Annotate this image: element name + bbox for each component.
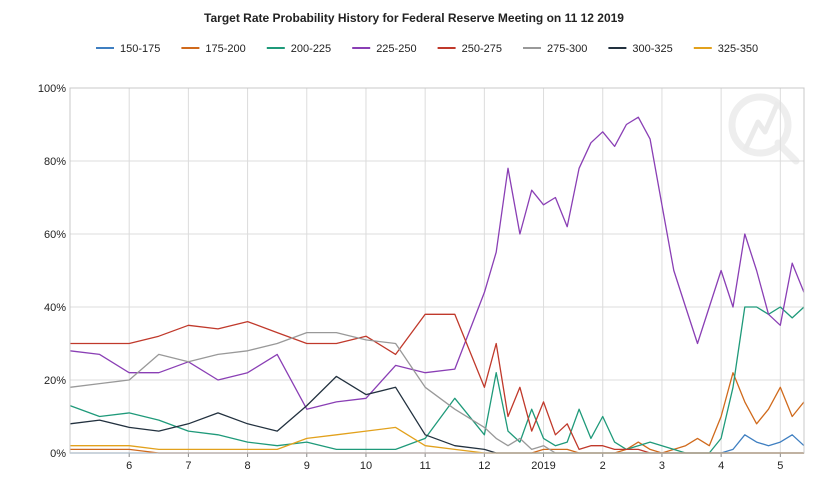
- y-tick-label: 0%: [50, 448, 66, 460]
- legend-label: 175-200: [205, 43, 245, 55]
- x-tick-label: 2019: [531, 460, 555, 472]
- series-line-225-250: [69, 116, 805, 410]
- legend-item[interactable]: 325-350: [693, 43, 758, 55]
- y-tick-label: 20%: [44, 375, 66, 387]
- legend-item[interactable]: 275-300: [523, 43, 587, 55]
- legend-label: 225-250: [376, 43, 416, 55]
- x-tick-label: 4: [718, 460, 724, 472]
- legend-label: 300-325: [632, 43, 672, 55]
- x-tick-label: 3: [659, 460, 665, 472]
- legend-label: 275-300: [547, 43, 587, 55]
- watermark-logo: [728, 93, 800, 165]
- x-tick-label: 5: [777, 460, 783, 472]
- legend-item[interactable]: 150-175: [96, 43, 160, 55]
- x-tick-label: 12: [478, 460, 490, 472]
- x-tick-label: 6: [126, 460, 132, 472]
- legend-item[interactable]: 225-250: [352, 43, 417, 55]
- legend-item[interactable]: 300-325: [608, 43, 673, 55]
- y-tick-label: 60%: [44, 229, 66, 241]
- x-tick-label: 2: [600, 460, 606, 472]
- legend-label: 150-175: [120, 43, 160, 55]
- plot-frame: [69, 87, 805, 454]
- y-tick-label: 100%: [38, 83, 66, 95]
- x-tick-label: 7: [185, 460, 191, 472]
- x-axis: 6 7 8 9 10 11 12 2019 2 3 4 5: [126, 453, 783, 472]
- legend-label: 325-350: [718, 43, 758, 55]
- series-line-200-225: [69, 306, 805, 454]
- chart-title: Target Rate Probability History for Fede…: [204, 11, 624, 25]
- legend-item[interactable]: 200-225: [266, 43, 331, 55]
- legend: 150-175 175-200 200-225 225-250 250-275 275-3…: [96, 43, 758, 55]
- legend-label: 250-275: [462, 43, 502, 55]
- x-tick-label: 11: [419, 460, 430, 472]
- legend-item[interactable]: 175-200: [181, 43, 246, 55]
- legend-item[interactable]: 250-275: [437, 43, 502, 55]
- y-tick-label: 80%: [44, 156, 66, 168]
- x-tick-label: 10: [360, 460, 372, 472]
- legend-label: 200-225: [291, 43, 331, 55]
- y-axis: 0% 20% 40% 60% 80% 100%: [38, 83, 66, 460]
- x-tick-label: 9: [304, 460, 310, 472]
- y-tick-label: 40%: [44, 302, 66, 314]
- x-tick-label: 8: [245, 460, 251, 472]
